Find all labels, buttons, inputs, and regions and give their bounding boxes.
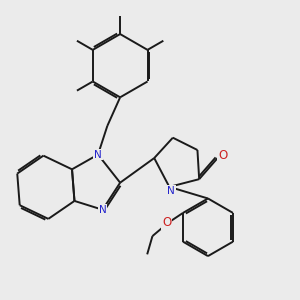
Text: O: O: [218, 149, 227, 162]
Text: N: N: [99, 205, 106, 215]
Text: O: O: [162, 216, 171, 229]
Text: N: N: [94, 150, 102, 160]
Text: N: N: [167, 186, 175, 196]
